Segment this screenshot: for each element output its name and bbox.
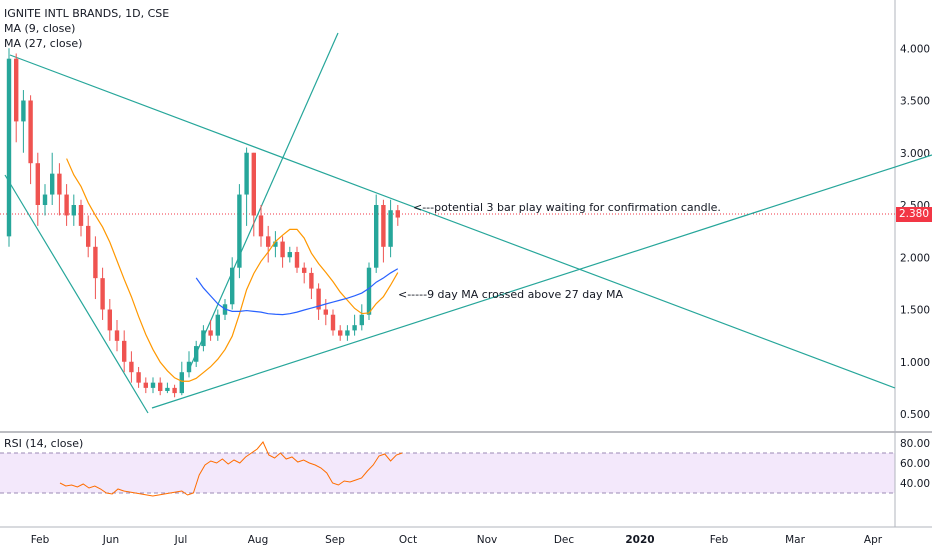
ma27-line xyxy=(195,268,399,316)
candle-body xyxy=(6,58,12,237)
price-tick-label: 1.000 xyxy=(900,357,930,369)
time-tick-label: Mar xyxy=(785,534,805,546)
time-tick-label: Oct xyxy=(399,534,417,546)
candle-body xyxy=(21,100,26,122)
last-price-tag: 2.380 xyxy=(896,207,932,222)
rsi-tick-label: 80.00 xyxy=(900,438,930,450)
candle-body xyxy=(230,267,235,305)
trendline xyxy=(4,174,149,414)
candle-body xyxy=(71,205,76,216)
candle-body xyxy=(273,241,278,247)
candle-body xyxy=(237,194,242,268)
candle-body xyxy=(186,361,192,373)
rsi-tick-label: 40.00 xyxy=(900,478,930,490)
candle-body xyxy=(294,252,300,268)
time-tick-label: Dec xyxy=(554,534,575,546)
price-tick-label: 0.500 xyxy=(900,409,930,421)
candle-body xyxy=(280,241,285,258)
time-tick-label: Apr xyxy=(864,534,883,546)
price-tick-label: 3.000 xyxy=(900,148,930,160)
price-tick-label: 4.000 xyxy=(900,43,930,55)
candle-body xyxy=(114,330,120,341)
candle-body xyxy=(388,210,393,247)
chart-legend: IGNITE INTL BRANDS, 1D, CSE MA (9, close… xyxy=(4,6,169,51)
candle-body xyxy=(330,314,336,331)
candle-body xyxy=(179,372,184,394)
candle-body xyxy=(122,340,127,362)
price-tick-label: 1.500 xyxy=(900,305,930,317)
rsi-legend[interactable]: RSI (14, close) xyxy=(4,437,84,450)
time-tick-label: Nov xyxy=(477,534,498,546)
candle-body xyxy=(50,173,55,195)
annotation-ma-cross: <-----9 day MA crossed above 27 day MA xyxy=(398,288,624,301)
candle-body xyxy=(35,163,40,205)
candle-body xyxy=(316,288,321,310)
time-tick-label: Sep xyxy=(325,534,345,546)
trendline xyxy=(187,32,339,373)
candle-body xyxy=(28,100,33,164)
time-tick-label: Aug xyxy=(248,534,269,546)
candle-body xyxy=(150,382,156,388)
annotation-3-bar-play: <---potential 3 bar play waiting for con… xyxy=(413,201,721,214)
candle-body xyxy=(395,210,400,218)
candle-body xyxy=(266,236,271,247)
candle-body xyxy=(244,152,249,195)
candle-body xyxy=(194,346,199,362)
candle-body xyxy=(107,309,112,331)
candle-body xyxy=(143,382,148,388)
candle-body xyxy=(158,382,163,392)
candle-body xyxy=(57,173,62,195)
candle-body xyxy=(359,314,364,326)
candle-body xyxy=(93,246,98,279)
candle-body xyxy=(309,272,314,289)
time-tick-label: 2020 xyxy=(625,534,654,546)
candle-body xyxy=(78,205,84,226)
candle-body xyxy=(338,330,343,336)
price-tick-label: 3.500 xyxy=(900,96,930,108)
time-tick-label: Jun xyxy=(102,534,119,546)
trendline xyxy=(9,54,896,389)
candle-body xyxy=(86,225,91,247)
candle-body xyxy=(302,267,307,273)
candle-body xyxy=(287,252,292,258)
ma9-legend[interactable]: MA (9, close) xyxy=(4,22,76,35)
candle-body xyxy=(201,330,206,347)
time-tick-label: Feb xyxy=(710,534,729,546)
candle-body xyxy=(172,387,177,394)
time-tick-label: Jul xyxy=(174,534,188,546)
rsi-tick-label: 60.00 xyxy=(900,458,930,470)
time-tick-label: Feb xyxy=(31,534,50,546)
candle-body xyxy=(258,215,264,237)
candle-body xyxy=(251,152,256,216)
candle-body xyxy=(366,267,372,315)
candle-body xyxy=(374,205,379,268)
candle-body xyxy=(215,314,220,336)
candle-body xyxy=(381,205,386,247)
rsi-line xyxy=(59,441,403,497)
candle-body xyxy=(14,58,19,122)
candle-body xyxy=(345,330,350,336)
candle-body xyxy=(64,194,69,216)
ma9-line xyxy=(66,158,399,382)
candle-body xyxy=(208,330,213,336)
candle-body xyxy=(323,309,328,315)
candle-body xyxy=(42,194,48,205)
candle-body xyxy=(129,361,134,373)
candle-body xyxy=(100,278,105,310)
chart-title[interactable]: IGNITE INTL BRANDS, 1D, CSE xyxy=(4,7,170,20)
trendline xyxy=(151,154,932,409)
price-tick-label: 2.000 xyxy=(900,252,930,264)
ma27-legend[interactable]: MA (27, close) xyxy=(4,37,83,50)
candle-body xyxy=(352,325,357,331)
rsi-band xyxy=(0,453,895,493)
candle-body xyxy=(165,387,170,392)
candle-body xyxy=(136,372,141,383)
